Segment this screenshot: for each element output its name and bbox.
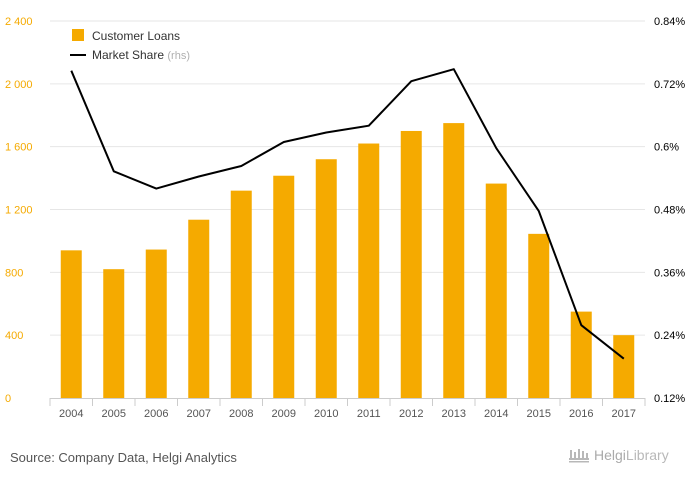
x-tick-label: 2014 xyxy=(484,408,508,420)
bar-2007 xyxy=(188,219,210,398)
legend-rhs-note: (rhs) xyxy=(167,50,190,62)
x-tick-label: 2017 xyxy=(612,408,636,420)
x-tick-label: 2007 xyxy=(187,408,211,420)
bar-2017 xyxy=(613,335,635,398)
library-icon xyxy=(569,449,589,463)
x-tick-label: 2005 xyxy=(102,408,126,420)
legend-label-customer-loans: Customer Loans xyxy=(92,29,180,43)
x-tick-label: 2011 xyxy=(357,408,381,420)
x-tick-label: 2010 xyxy=(314,408,338,420)
bar-2010 xyxy=(315,159,337,398)
bar-2005 xyxy=(103,269,125,398)
legend-swatch-customer-loans xyxy=(72,29,84,41)
bar-2013 xyxy=(443,123,465,399)
right-tick-label: 0.84% xyxy=(654,16,685,28)
bar-2004 xyxy=(60,250,82,398)
bar-2012 xyxy=(400,130,422,399)
left-tick-label: 1 600 xyxy=(5,142,33,154)
left-tick-label: 2 400 xyxy=(5,16,33,28)
left-tick-label: 1 200 xyxy=(5,205,33,217)
left-tick-label: 800 xyxy=(5,267,23,279)
left-tick-label: 0 xyxy=(5,393,11,405)
bar-2016 xyxy=(570,311,592,398)
x-tick-label: 2006 xyxy=(144,408,168,420)
left-tick-label: 400 xyxy=(5,330,23,342)
right-tick-label: 0.24% xyxy=(654,330,685,342)
brand-suffix: Library xyxy=(625,447,669,463)
x-tick-label: 2016 xyxy=(569,408,593,420)
chart-canvas: 2004 2005 2006 2007 2008 2009 2010 2011 2012 2013… xyxy=(5,16,685,420)
brand-name: Helgi xyxy=(594,447,626,463)
left-tick-label: 2 000 xyxy=(5,79,33,91)
legend-label-market-share: Market Share (rhs) xyxy=(92,48,190,62)
bar-2015 xyxy=(528,233,550,398)
x-tick-label: 2012 xyxy=(399,408,423,420)
bar-2008 xyxy=(230,190,252,398)
x-tick-label: 2004 xyxy=(59,408,83,420)
bar-2014 xyxy=(485,183,507,398)
brand-logo: Helgi Library xyxy=(568,446,669,464)
right-tick-label: 0.72% xyxy=(654,79,685,91)
source-note: Source: Company Data, Helgi Analytics xyxy=(10,450,237,465)
right-tick-label: 0.12% xyxy=(654,393,685,405)
bar-2011 xyxy=(358,143,380,398)
bar-2006 xyxy=(145,249,167,398)
x-tick-label: 2008 xyxy=(229,408,253,420)
bar-2009 xyxy=(273,175,295,398)
market-share-line xyxy=(70,68,625,360)
x-tick-label: 2013 xyxy=(442,408,466,420)
right-tick-label: 0.48% xyxy=(654,205,685,217)
right-tick-label: 0.6% xyxy=(654,142,679,154)
x-tick-label: 2015 xyxy=(527,408,551,420)
x-tick-label: 2009 xyxy=(272,408,296,420)
right-tick-label: 0.36% xyxy=(654,267,685,279)
